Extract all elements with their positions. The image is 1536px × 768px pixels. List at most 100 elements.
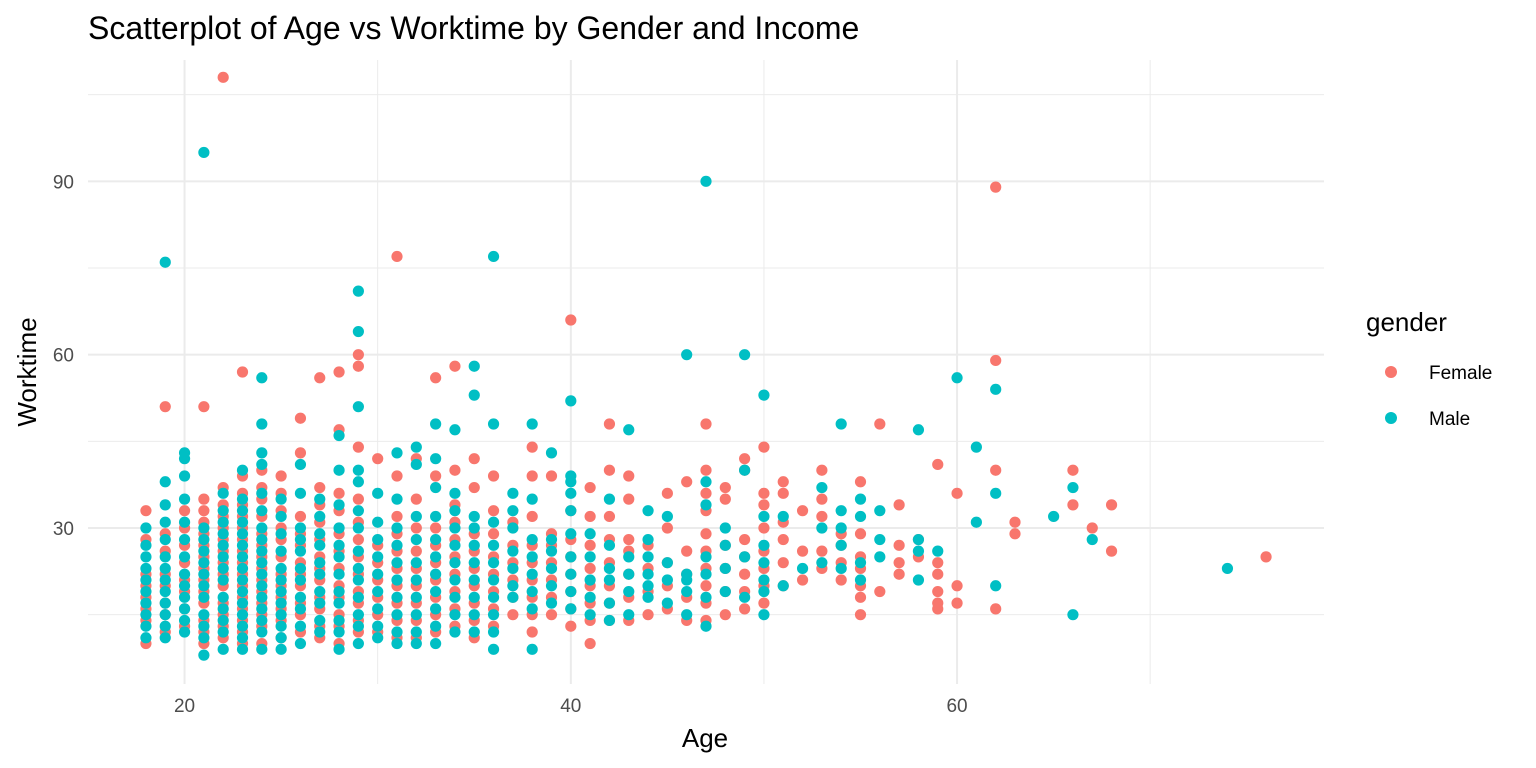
data-point (854, 528, 867, 540)
data-point (430, 620, 442, 632)
data-point (854, 493, 867, 505)
data-point (545, 470, 558, 482)
data-point (294, 562, 307, 575)
data-point (468, 626, 480, 638)
data-point (507, 545, 519, 557)
data-point (603, 510, 616, 523)
data-point (256, 545, 268, 557)
data-point (372, 603, 384, 615)
data-point (430, 585, 442, 598)
data-point (487, 609, 500, 621)
data-point (468, 481, 480, 494)
data-point (178, 493, 191, 505)
data-point (178, 568, 191, 580)
data-point (487, 516, 500, 528)
data-point (468, 389, 480, 401)
legend-label-male: Male (1429, 409, 1470, 430)
data-point (796, 562, 809, 575)
data-point (140, 632, 152, 644)
data-point (275, 528, 287, 540)
data-point (487, 574, 500, 586)
data-point (159, 620, 171, 632)
data-point (912, 574, 925, 586)
data-point (217, 626, 229, 638)
data-point (584, 510, 596, 523)
data-point (526, 643, 538, 655)
data-point (430, 453, 442, 465)
data-point (990, 603, 1002, 615)
data-point (545, 597, 558, 609)
data-point (159, 476, 171, 488)
data-point (294, 574, 307, 586)
data-point (487, 557, 500, 569)
data-point (951, 487, 963, 499)
data-point (545, 580, 558, 592)
data-point (314, 626, 326, 638)
data-point (681, 585, 693, 598)
data-point (603, 539, 616, 551)
data-point (623, 609, 635, 621)
data-point (623, 585, 635, 598)
data-point (352, 505, 364, 517)
data-point (468, 591, 480, 603)
data-point (256, 603, 268, 615)
data-point (739, 453, 751, 465)
data-point (739, 464, 751, 476)
data-point (1086, 522, 1098, 534)
data-point (854, 609, 867, 621)
data-point (603, 464, 616, 476)
data-point (777, 487, 789, 499)
x-axis-ticks: 20 40 60 (174, 696, 968, 717)
data-point (391, 510, 403, 523)
data-point (584, 637, 596, 650)
data-point (565, 528, 577, 540)
data-point (777, 533, 789, 546)
data-point (449, 487, 461, 499)
data-point (642, 505, 654, 517)
data-point (275, 510, 287, 523)
data-point (352, 349, 364, 361)
data-point (198, 649, 210, 661)
data-point (217, 591, 229, 603)
data-point (623, 568, 635, 580)
data-point (391, 493, 403, 505)
data-point (661, 597, 673, 609)
data-point (854, 591, 867, 603)
data-point (352, 285, 364, 297)
data-point (314, 614, 326, 627)
data-point (236, 643, 249, 655)
data-point (275, 597, 287, 609)
data-point (159, 585, 171, 598)
data-point (217, 516, 229, 528)
data-point (236, 551, 249, 563)
data-point (140, 539, 152, 551)
data-point (816, 510, 828, 523)
data-point (816, 493, 828, 505)
data-point (236, 366, 249, 378)
data-point (430, 533, 442, 546)
data-point (661, 487, 673, 499)
data-point (294, 533, 307, 546)
data-point (700, 418, 712, 430)
data-point (256, 418, 268, 430)
data-point (198, 545, 210, 557)
data-point (449, 574, 461, 586)
data-point (449, 609, 461, 621)
data-point (256, 580, 268, 592)
data-point (642, 591, 654, 603)
data-point (198, 401, 210, 413)
data-point (410, 441, 422, 453)
data-point (198, 557, 210, 569)
data-point (256, 557, 268, 569)
data-point (603, 614, 616, 627)
data-point (236, 597, 249, 609)
data-point (565, 568, 577, 580)
y-tick-label: 90 (53, 172, 74, 193)
data-point (236, 574, 249, 586)
data-point (835, 539, 847, 551)
data-point (430, 522, 442, 534)
data-point (256, 533, 268, 546)
data-point (236, 516, 249, 528)
data-point (333, 585, 345, 598)
